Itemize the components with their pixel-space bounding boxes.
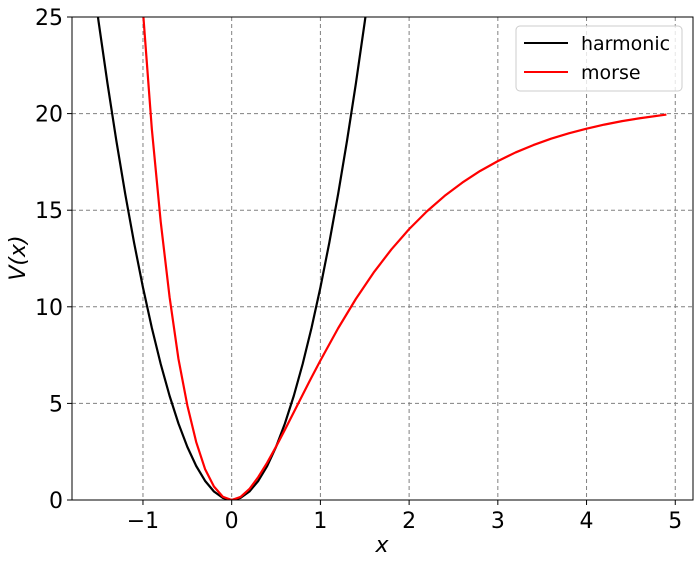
legend-label-harmonic: harmonic [581,33,670,55]
x-tick-label: 3 [491,509,505,534]
plot-frame [71,16,694,501]
ticks: −1 0 1 2 3 4 5 0 5 10 15 20 25 [35,6,682,534]
y-tick-label: 10 [35,296,63,321]
y-tick-label: 5 [49,392,63,417]
series-layer [96,17,667,500]
x-tick-label: 1 [313,509,327,534]
series-line-harmonic [96,17,367,500]
x-tick-label: 4 [580,509,594,534]
y-tick-label: 0 [49,489,63,514]
y-tick-label: 25 [35,6,63,31]
y-axis-label: V(x) [6,235,31,280]
series-line-morse [142,17,667,500]
legend: harmonic morse [515,25,683,92]
y-tick-label: 20 [35,103,63,128]
legend-label-morse: morse [581,62,641,84]
x-tick-label: −1 [127,509,159,534]
x-tick-label: 2 [402,509,416,534]
y-tick-label: 15 [35,199,63,224]
x-tick-label: 5 [668,509,682,534]
x-axis-label: x [374,533,389,558]
x-tick-label: 0 [225,509,239,534]
